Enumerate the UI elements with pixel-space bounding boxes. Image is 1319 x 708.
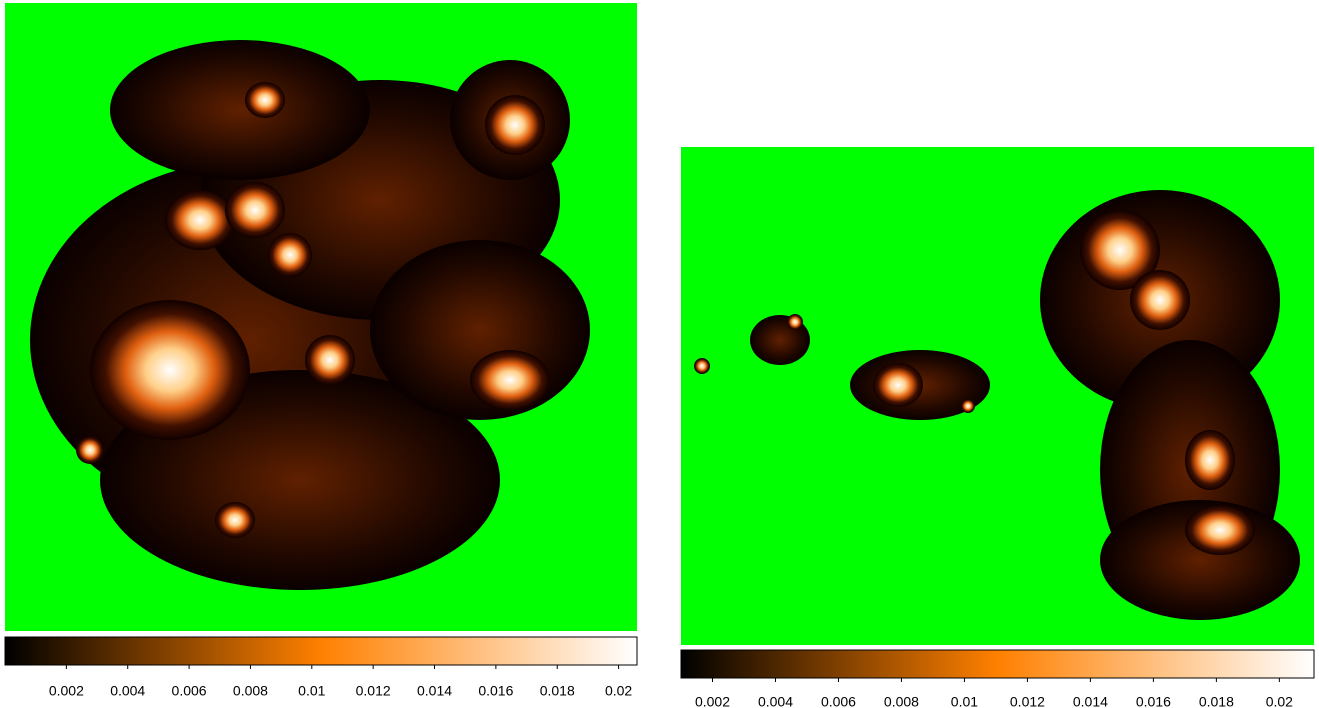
- figure: 0.002 0.004 0.006 0.008 0.01 0.012 0.014 0.016 0…: [0, 0, 1319, 708]
- colorbar-tick-label: 0.008: [884, 694, 919, 708]
- image-panel: [681, 147, 1314, 645]
- colorbar-tick-label: 0.002: [49, 683, 84, 699]
- colorbar-tick-label: 0.014: [1073, 694, 1108, 708]
- colorbar-tick-label: 0.018: [540, 683, 575, 699]
- colorbar-tick-label: 0.01: [951, 694, 978, 708]
- image-panel: [5, 3, 637, 631]
- colorbar-tick-label: 0.014: [417, 683, 452, 699]
- colorbar-tick-label: 0.002: [695, 694, 730, 708]
- colorbar-tick-label: 0.016: [1136, 694, 1171, 708]
- colorbar-tick-label: 0.006: [821, 694, 856, 708]
- colorbar-tick-label: 0.004: [758, 694, 793, 708]
- colorbar-tick-label: 0.012: [356, 683, 391, 699]
- colorbar-tick-label: 0.02: [1266, 694, 1293, 708]
- colorbar-tick-label: 0.004: [110, 683, 145, 699]
- colorbar-tick-label: 0.016: [478, 683, 513, 699]
- colorbar-tick-label: 0.02: [605, 683, 632, 699]
- colorbar-tick-label: 0.012: [1010, 694, 1045, 708]
- colorbar: [5, 637, 637, 665]
- colorbar: [681, 650, 1314, 678]
- colorbar-tick-label: 0.006: [172, 683, 207, 699]
- colorbar-tick-label: 0.01: [298, 683, 325, 699]
- colorbar-tick-label: 0.018: [1199, 694, 1234, 708]
- colorbar-tick-label: 0.008: [233, 683, 268, 699]
